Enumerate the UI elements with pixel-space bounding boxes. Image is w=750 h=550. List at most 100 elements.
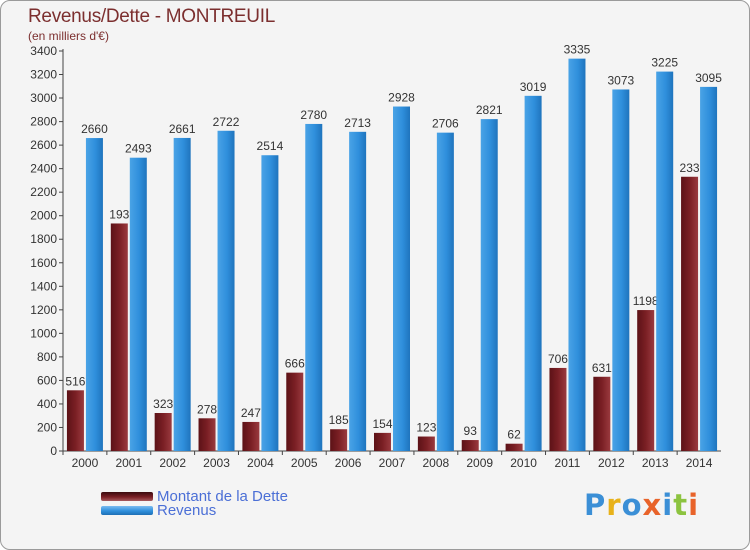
y-tick-label: 600 [37,373,57,387]
bar-dette [242,421,260,451]
bar-dette [374,432,391,451]
x-tick-label: 2001 [115,456,142,470]
y-tick-label: 1400 [30,279,57,293]
logo-letter: i [662,488,674,522]
bar-dette [637,310,655,451]
y-tick-label: 2400 [30,162,57,176]
y-tick-label: 2200 [30,185,57,199]
bar-revenus [173,137,191,452]
bar-dette [681,176,699,451]
y-tick-label: 200 [37,420,57,434]
data-label-dette: 1198 [633,294,659,308]
legend-swatch-dette [101,491,153,501]
data-label-dette: 247 [241,406,261,420]
bar-dette [66,390,84,451]
bar-dette [417,436,435,451]
x-tick-label: 2007 [379,456,406,470]
y-tick-label: 1800 [30,232,57,246]
data-label-revenus: 3335 [564,43,591,57]
data-label-dette: 516 [65,374,85,388]
bar-revenus [305,123,323,452]
bar-dette [549,367,567,451]
data-label-dette: 154 [372,417,392,431]
data-label-revenus: 3073 [607,73,634,87]
y-tick-label: 1600 [30,256,57,270]
logo-letter: P [584,488,607,522]
bar-dette [110,223,128,451]
x-tick-label: 2003 [203,456,230,470]
x-tick-label: 2010 [510,456,537,470]
data-label-dette: 706 [548,352,568,366]
proxiti-logo: Proxiti [584,488,699,522]
bar-dette [505,443,523,451]
chart-title: Revenus/Dette - MONTREUIL [28,6,275,27]
bar-revenus [656,71,674,452]
bar-revenus [524,95,542,451]
data-label-revenus: 2713 [344,116,371,130]
x-tick-label: 2000 [72,456,99,470]
x-tick-label: 2005 [291,456,318,470]
logo-letter: o [621,488,643,522]
y-tick-label: 3400 [30,44,57,58]
data-label-revenus: 2514 [257,139,284,153]
legend-label-dette: Montant de la Dette [157,487,288,505]
x-tick-label: 2006 [335,456,362,470]
y-tick-label: 3200 [30,68,57,82]
y-tick-label: 2800 [30,115,57,129]
logo-letter: x [642,488,663,522]
bar-revenus [700,86,718,451]
data-label-revenus: 2821 [476,103,503,117]
data-label-revenus: 3225 [651,56,678,70]
logo-letter: i [688,488,700,522]
x-tick-label: 2014 [686,456,713,470]
legend-label-revenus: Revenus [157,501,217,519]
data-label-revenus: 2706 [432,117,459,131]
data-label-dette: 62 [507,428,521,442]
y-tick-label: 800 [37,350,57,364]
chart-subtitle: (en milliers d'€) [28,29,109,43]
data-label-dette: 185 [329,413,349,427]
data-label-revenus: 3095 [695,71,722,85]
bar-revenus [480,119,498,451]
data-label-dette: 193 [109,207,129,221]
data-label-revenus: 3019 [520,80,547,94]
x-tick-label: 2008 [423,456,450,470]
legend-item-revenus: Revenus [101,501,217,519]
x-tick-label: 2009 [466,456,493,470]
legend-swatch-revenus [101,505,153,515]
data-label-revenus: 2780 [300,108,327,122]
bar-dette [198,418,216,451]
bar-revenus [393,106,410,451]
data-label-dette: 278 [197,402,217,416]
bar-dette [461,440,479,451]
y-tick-label: 400 [37,397,57,411]
data-label-dette: 233 [680,161,700,175]
x-tick-label: 2004 [247,456,274,470]
x-tick-label: 2012 [598,456,625,470]
legend-item-dette: Montant de la Dette [101,487,288,505]
data-label-dette: 323 [153,397,173,411]
x-tick-label: 2013 [642,456,669,470]
x-tick-label: 2002 [159,456,186,470]
bar-revenus [217,130,235,451]
bar-revenus [612,89,630,452]
x-tick-label: 2011 [555,456,581,470]
bar-dette [330,429,348,451]
data-label-revenus: 2722 [213,115,240,129]
y-tick-label: 1200 [30,303,57,317]
bar-revenus [568,58,586,451]
data-label-revenus: 2493 [125,142,152,156]
bar-dette [593,376,611,451]
bar-dette [154,413,172,451]
y-tick-label: 0 [50,444,57,458]
logo-letter: r [606,488,622,522]
bar-revenus [349,131,367,451]
data-label-dette: 93 [464,424,478,438]
data-label-dette: 666 [285,357,305,371]
y-tick-label: 1000 [30,326,57,340]
data-label-dette: 631 [592,361,612,375]
data-label-revenus: 2661 [169,122,196,136]
logo-letter: t [673,488,689,522]
